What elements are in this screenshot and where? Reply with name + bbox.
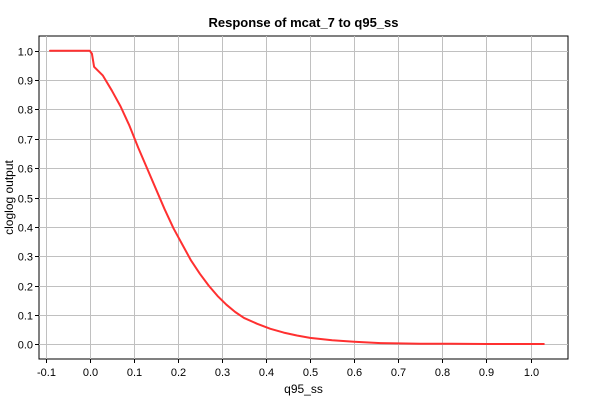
y-tick-label: 0.0 — [18, 340, 33, 352]
x-tick-label: -0.1 — [37, 367, 56, 379]
x-tick-label: 0.8 — [435, 367, 450, 379]
plot-area — [38, 35, 569, 360]
y-tick-label: 0.5 — [18, 194, 33, 206]
y-axis-label: cloglog output — [2, 159, 16, 234]
axis-ticks: -0.1 0.0 0.1 0.2 0.3 0.4 0.5 0.6 0.7 0.8 0.9 1.0 0.0… — [18, 47, 539, 380]
x-tick-label: 0.4 — [259, 367, 274, 379]
y-tick-label: 0.2 — [18, 282, 33, 294]
x-tick-label: 0.9 — [479, 367, 494, 379]
x-tick-label: 0.3 — [215, 367, 230, 379]
y-tick-label: 1.0 — [18, 47, 33, 59]
response-curve-line — [49, 49, 545, 345]
x-tick-label: 0.0 — [83, 367, 98, 379]
y-tick-label: 0.8 — [18, 105, 33, 117]
chart-title: Response of mcat_7 to q95_ss — [208, 15, 398, 30]
series-layer — [49, 49, 545, 345]
y-tick-label: 0.7 — [18, 135, 33, 147]
grid-lines — [39, 36, 568, 359]
x-tick-label: 0.2 — [171, 367, 186, 379]
x-tick-label: 0.5 — [303, 367, 318, 379]
y-tick-label: 0.6 — [18, 164, 33, 176]
y-tick-label: 0.4 — [18, 223, 33, 235]
x-tick-label: 0.6 — [347, 367, 362, 379]
x-axis-label: q95_ss — [284, 382, 323, 396]
x-tick-label: 0.7 — [391, 367, 406, 379]
y-tick-label: 0.1 — [18, 311, 33, 323]
y-tick-label: 0.9 — [18, 76, 33, 88]
x-tick-label: 0.1 — [127, 367, 142, 379]
x-tick-label: 1.0 — [524, 367, 539, 379]
y-tick-label: 0.3 — [18, 252, 33, 264]
